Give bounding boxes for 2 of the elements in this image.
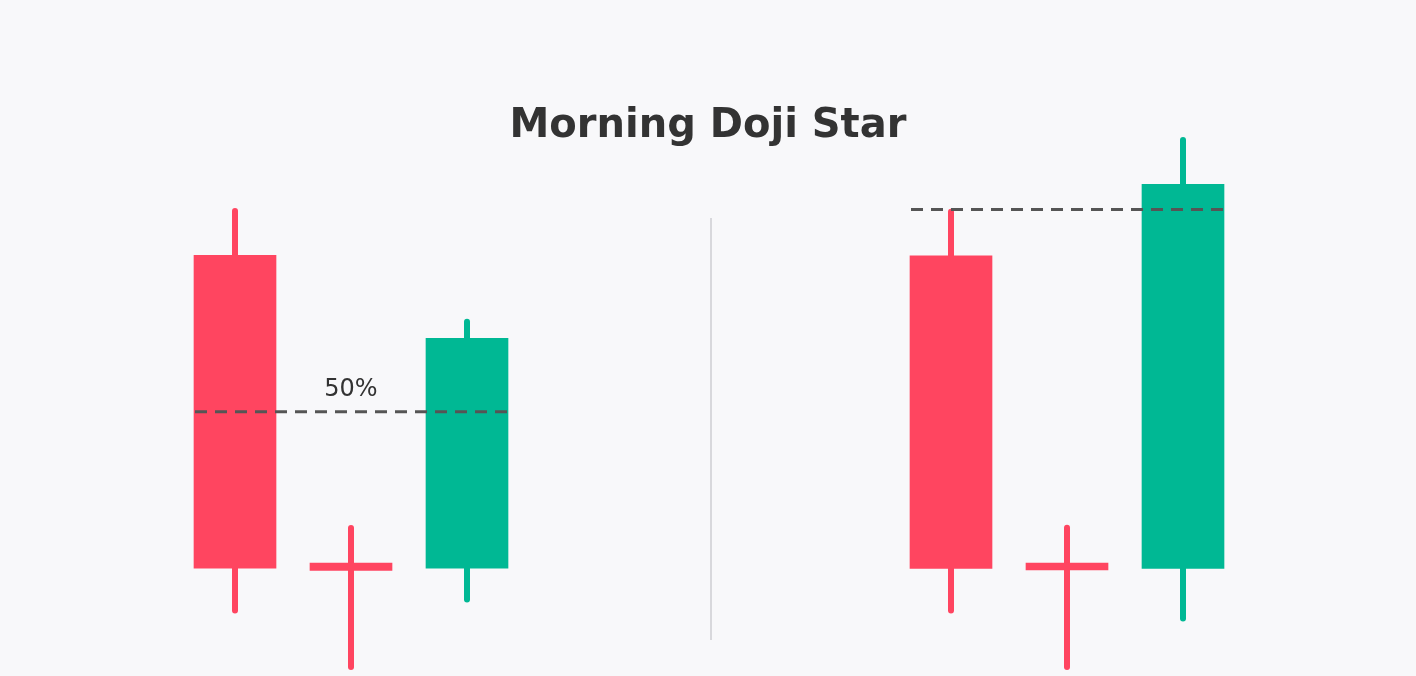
annotation: 50% <box>324 373 378 402</box>
text: Morning Doji Star <box>508 100 908 146</box>
